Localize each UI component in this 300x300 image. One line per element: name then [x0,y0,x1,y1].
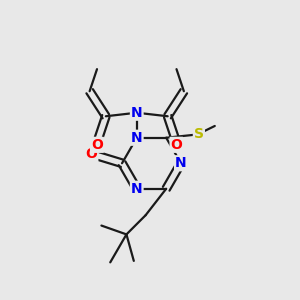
Text: N: N [131,131,142,145]
Text: N: N [131,106,142,120]
Text: O: O [171,138,182,152]
Text: S: S [194,127,204,141]
Text: O: O [91,138,103,152]
Text: O: O [85,147,97,161]
Text: N: N [131,182,142,196]
Text: N: N [175,156,187,170]
